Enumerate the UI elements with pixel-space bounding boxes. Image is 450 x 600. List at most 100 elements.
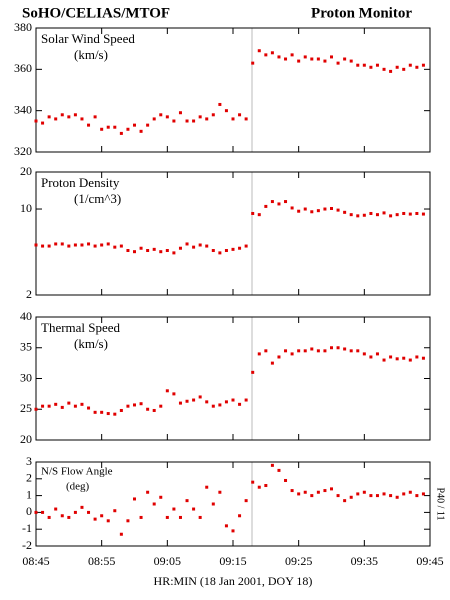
data-point [152,408,156,412]
data-point [362,213,366,217]
data-point [290,53,294,57]
data-point [349,59,353,63]
data-point [415,494,419,498]
data-point [73,113,77,117]
data-point [297,349,301,353]
data-point [133,123,136,127]
data-point [34,510,38,514]
data-point [395,357,399,361]
data-point [119,408,123,412]
data-point [165,515,169,519]
data-point [47,244,51,248]
data-point [60,514,64,518]
data-point [100,127,104,131]
data-point [264,204,268,208]
data-point [277,468,281,472]
data-point [106,412,110,416]
data-point [389,494,393,498]
data-point [224,524,228,528]
data-point [257,485,261,489]
data-point [34,119,38,123]
data-point [54,117,58,121]
x-tick-label: 08:55 [88,554,115,568]
data-point [238,402,242,406]
data-point [192,119,196,123]
data-point [100,410,104,414]
data-point [402,211,406,215]
data-point [238,113,242,117]
data-point [408,358,412,362]
data-point [192,245,196,249]
y-tick-label: 10 [20,201,32,215]
data-point [211,249,215,253]
data-point [198,515,202,519]
y-tick-label: 25 [20,401,32,415]
data-point [310,347,314,351]
title-left: SoHO/CELIAS/MTOF [22,5,170,21]
data-point [41,510,45,514]
y-tick-label: 2 [26,471,32,485]
panel-unit: (km/s) [74,47,108,62]
data-point [356,63,360,67]
data-point [270,361,274,365]
data-point [93,115,97,119]
data-point [251,480,255,484]
data-point [264,349,268,353]
data-point [41,244,45,248]
data-point [139,515,143,519]
data-point [382,67,386,71]
data-point [165,115,169,119]
data-point [47,515,51,519]
data-point [343,57,347,61]
x-tick-label: 09:05 [154,554,181,568]
data-point [106,242,110,246]
data-point [80,243,84,247]
data-point [415,211,419,215]
panel-label: Solar Wind Speed [41,31,135,46]
data-point [251,211,255,215]
data-point [172,392,176,396]
data-point [172,507,176,511]
data-point [382,492,386,496]
data-point [192,507,196,511]
data-point [343,347,347,351]
data-point [356,214,360,218]
data-point [93,244,97,248]
data-point [34,243,38,247]
data-point [330,346,333,350]
data-point [192,398,196,402]
data-point [73,243,77,247]
data-point [270,200,274,204]
data-point [231,247,235,251]
data-point [369,494,373,498]
data-point [343,499,347,503]
y-tick-label: 0 [26,504,32,518]
data-point [336,346,340,350]
data-point [330,55,333,59]
data-point [323,489,327,493]
data-point [113,412,117,416]
side-note: P40 / 11 [435,488,446,521]
data-point [349,213,353,217]
data-point [146,123,150,127]
data-point [264,484,268,488]
data-point [323,207,327,211]
data-point [284,57,288,61]
data-point [408,212,412,216]
data-point [224,109,228,113]
data-point [113,245,117,249]
data-point [284,200,288,204]
data-point [330,206,333,210]
data-point [211,502,215,506]
data-point [218,403,222,407]
data-point [415,65,419,69]
data-point [211,113,215,117]
data-point [146,407,150,411]
y-tick-label: 360 [14,61,32,75]
data-point [152,502,156,506]
data-point [277,355,281,359]
data-point [126,404,130,408]
data-point [277,202,281,206]
data-point [54,507,58,511]
data-point [310,210,314,214]
